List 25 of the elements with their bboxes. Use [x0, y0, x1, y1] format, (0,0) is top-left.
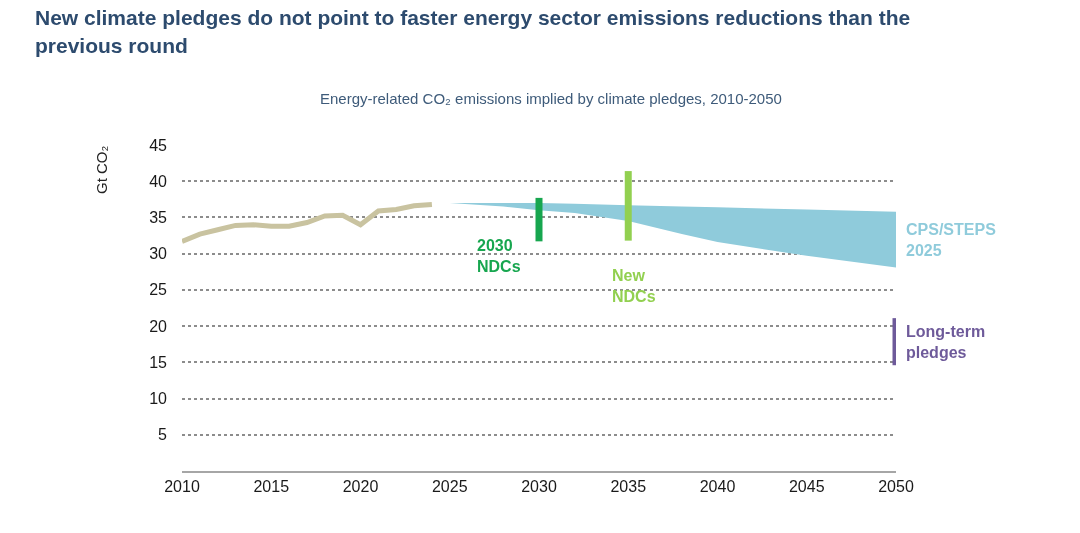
x-tick-label: 2020 — [342, 477, 379, 495]
x-tick-label: 2035 — [610, 477, 647, 495]
x-tick-label: 2050 — [878, 477, 914, 495]
x-tick-label: 2015 — [253, 477, 290, 495]
x-tick-label: 2025 — [431, 477, 468, 495]
y-tick-label: 15 — [149, 353, 168, 371]
y-tick-label: 25 — [149, 281, 168, 299]
x-tick-label: 2010 — [164, 477, 200, 495]
series-label: Long-term pledges — [906, 323, 986, 361]
y-tick-label: 45 — [149, 136, 168, 154]
y-axis-title: Gt CO₂ — [93, 145, 110, 194]
x-tick-label: 2040 — [699, 477, 736, 495]
chart-subtitle: Energy-related CO₂ emissions implied by climate pledges, 2010-2050 — [320, 90, 782, 107]
y-tick-label: 40 — [149, 172, 168, 190]
y-tick-label: 20 — [149, 317, 168, 335]
legend-label: CPS/STEPS 2025 — [906, 221, 997, 259]
y-tick-label: 10 — [149, 390, 168, 408]
y-tick-label: 5 — [158, 426, 168, 444]
chart-title: New climate pledges do not point to faster energy sector emissions reductions than the previous round — [35, 6, 911, 57]
y-tick-label: 30 — [149, 245, 168, 263]
x-tick-label: 2045 — [788, 477, 825, 495]
y-tick-label: 35 — [149, 209, 168, 227]
series-label: 2030 NDCs — [477, 237, 521, 275]
series-label: New NDCs — [612, 267, 656, 305]
x-tick-label: 2030 — [521, 477, 557, 495]
